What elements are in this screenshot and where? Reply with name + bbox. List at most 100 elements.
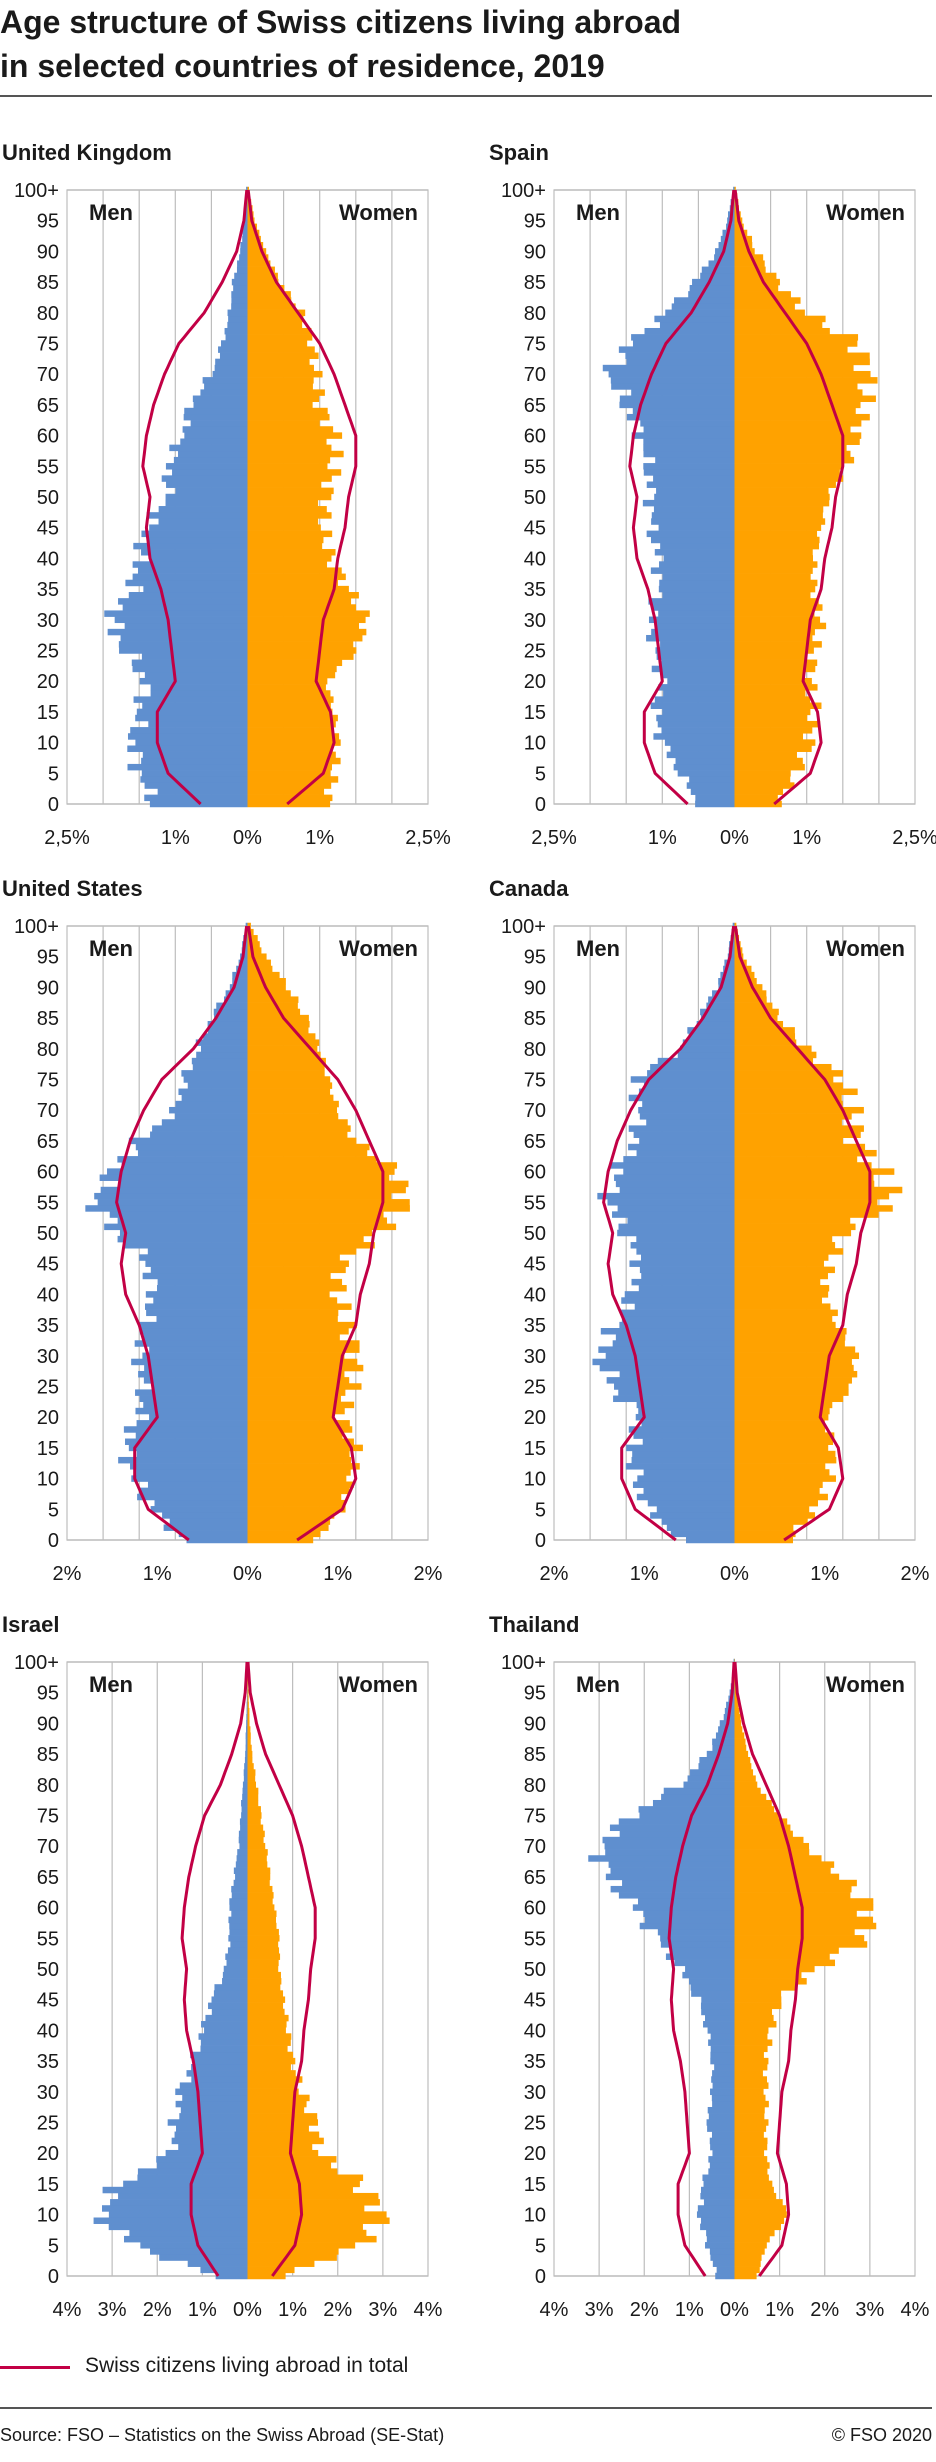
bar-men-age-14: [135, 714, 248, 722]
bar-women-age-93: [247, 1701, 249, 1709]
bar-women-age-18: [247, 690, 331, 697]
y-tick-label: 90: [524, 241, 546, 263]
bar-men-age-54: [172, 469, 248, 476]
bar-women-age-22: [247, 1401, 355, 1409]
y-tick-label: 30: [524, 610, 546, 632]
bar-women-age-22: [247, 2137, 324, 2145]
bar-women-age-82: [734, 297, 801, 304]
bar-men-age-65: [128, 1137, 248, 1145]
bar-women-age-41: [734, 549, 813, 556]
total-line-women: [246, 1661, 317, 2277]
y-tick-label: 30: [524, 1346, 546, 1368]
bar-men-age-84: [696, 1021, 735, 1028]
bar-women-age-38: [247, 567, 342, 574]
bar-women-age-22: [734, 1401, 833, 1409]
y-tick-label: 15: [524, 702, 546, 724]
bar-women-age-25: [734, 1383, 849, 1390]
x-tick-label: 0%: [720, 827, 749, 849]
y-tick-label: 85: [37, 1744, 59, 1766]
y-tick-label: 85: [524, 1008, 546, 1030]
bar-women-age-30: [247, 616, 366, 624]
x-tick-label: 1%: [810, 1563, 839, 1585]
bar-men-age-69: [237, 1849, 248, 1856]
x-tick-label: 2,5%: [44, 827, 90, 849]
bar-men-age-29: [657, 622, 735, 630]
y-tick-label: 20: [524, 671, 546, 693]
bar-women-age-37: [247, 2045, 288, 2053]
bar-women-age-7: [734, 2229, 775, 2237]
y-tick-label: 100+: [14, 916, 59, 938]
men-label: Men: [576, 936, 620, 961]
bar-men-age-3: [159, 2254, 248, 2261]
bar-women-age-76: [734, 1070, 844, 1077]
bar-men-age-38: [708, 2039, 735, 2046]
bar-women-age-95: [247, 1689, 249, 1696]
bar-women-age-21: [247, 2143, 313, 2151]
bar-women-age-44: [734, 1266, 835, 1274]
bar-women-age-61: [247, 426, 334, 433]
bar-men-age-59: [643, 1910, 735, 1917]
bar-men-age-33: [118, 598, 248, 605]
bar-women-age-47: [734, 512, 823, 519]
bar-women-age-64: [734, 407, 856, 415]
bar-men-age-9: [147, 1481, 248, 1488]
bar-women-age-77: [734, 1799, 772, 1807]
bar-men-age-72: [628, 1094, 735, 1102]
bar-men-age-92: [246, 1707, 248, 1715]
bar-women-age-16: [247, 2174, 364, 2181]
y-tick-label: 75: [37, 1070, 59, 1092]
bar-women-age-9: [247, 2217, 390, 2224]
y-tick-label: 45: [37, 1990, 59, 2012]
bar-women-age-78: [247, 1793, 259, 1801]
y-tick-label: 65: [37, 1131, 59, 1153]
bar-women-age-56: [247, 1192, 392, 1200]
bar-men-age-40: [663, 555, 735, 562]
total-line-women: [246, 925, 385, 1542]
bar-women-age-38: [734, 567, 813, 574]
bar-men-age-77: [650, 1063, 735, 1071]
bar-men-age-2: [712, 2260, 735, 2267]
bar-men-age-19: [658, 684, 735, 691]
bar-men-age-93: [236, 965, 248, 973]
bar-men-age-75: [221, 340, 248, 347]
bar-women-age-76: [247, 334, 313, 341]
bar-men-age-37: [146, 1309, 248, 1317]
bar-women-age-93: [734, 229, 748, 237]
bar-women-age-59: [734, 1174, 874, 1181]
bar-women-age-47: [247, 512, 332, 519]
bar-women-age-2: [247, 788, 325, 795]
bar-men-age-65: [605, 1873, 735, 1881]
bar-women-age-49: [247, 1971, 281, 1979]
bar-men-age-50: [654, 493, 735, 501]
x-tick-label: 1%: [323, 1563, 352, 1585]
bar-men-age-43: [142, 1272, 248, 1280]
y-tick-label: 0: [48, 1530, 59, 1552]
bar-women-age-18: [247, 1426, 353, 1433]
bar-women-age-49: [734, 1971, 802, 1979]
bar-women-age-21: [734, 1407, 830, 1415]
bar-women-age-26: [734, 2113, 765, 2120]
bar-men-age-50: [165, 493, 248, 501]
bar-women-age-22: [734, 665, 816, 673]
bar-men-age-76: [241, 1806, 248, 1813]
bar-men-age-5: [677, 770, 735, 777]
bar-women-age-61: [734, 426, 851, 433]
bar-women-age-11: [734, 2205, 786, 2212]
bar-men-age-77: [241, 1799, 248, 1807]
bar-women-age-15: [734, 1444, 829, 1452]
bar-men-age-77: [192, 1063, 248, 1071]
y-tick-label: 0: [535, 794, 546, 816]
bar-women-age-56: [734, 1928, 855, 1936]
bar-women-age-64: [247, 407, 328, 415]
chart-title: United States: [2, 876, 143, 901]
bar-women-age-23: [734, 659, 818, 667]
y-tick-label: 40: [37, 1284, 59, 1306]
bar-women-age-91: [247, 978, 286, 985]
bar-women-age-36: [734, 2051, 764, 2059]
bar-men-age-13: [148, 720, 248, 728]
bar-men-age-5: [150, 1506, 248, 1513]
bar-women-age-59: [247, 1174, 390, 1181]
bar-men-age-25: [614, 1383, 735, 1390]
bar-women-age-60: [247, 432, 343, 439]
bar-women-age-100: [734, 186, 736, 194]
